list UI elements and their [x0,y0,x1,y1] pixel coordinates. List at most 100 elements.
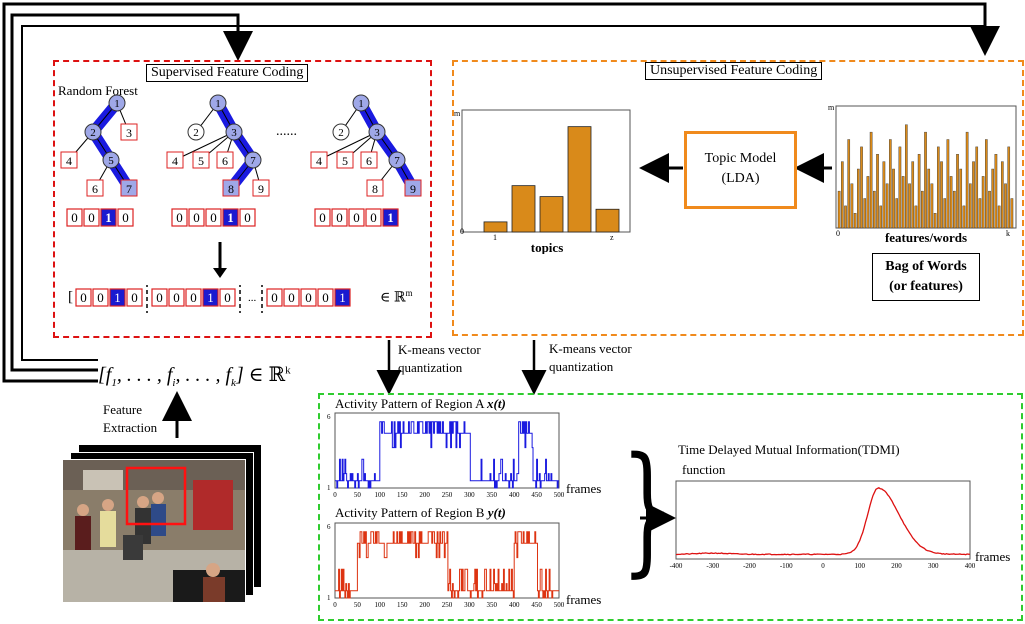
topics-ylabel: m [454,109,461,118]
tree-leaf-label: 4 [172,154,178,168]
activity-b-xlabel: frames [566,592,602,607]
tree-node-label: 2 [90,127,96,139]
activity-a-ytop: 6 [327,413,331,421]
tree-leaf-label: 9 [410,182,416,196]
x-tick-label: 450 [531,491,542,499]
x-tick-label: 200 [419,601,430,609]
feature-bar [1010,198,1014,229]
activity-a-xlabel: frames [566,481,602,496]
tree-leaf-label: 8 [228,182,234,196]
tree-node [332,123,350,141]
series-line [335,421,559,489]
tree-leaf-label: 9 [258,182,264,196]
concat-bit-label: 0 [97,290,104,305]
concat-bit-label: 0 [131,290,138,305]
feature-extraction-line1: Feature [103,402,142,417]
activity-b-ybot: 1 [327,594,331,602]
brace: } [620,428,675,591]
feature-bar [860,146,863,229]
code-bit-label: 0 [88,210,95,225]
topics-tick-0: 0 [460,227,464,236]
topic-bar [483,221,508,233]
supervised-title: Supervised Feature Coding [146,64,309,82]
code-bit [100,208,117,227]
feature-bar [869,131,873,229]
tree-leaf [216,151,234,169]
tree-dots: ...... [276,124,297,139]
concat-bit [219,288,236,307]
tree-leaf [120,179,138,197]
x-tick-label: 350 [487,601,498,609]
tree-node [225,123,243,141]
x-tick-label: 150 [397,601,408,609]
concat-code-vector: [ [68,289,73,306]
tree-node-label: 7 [394,155,400,167]
code-bit-label: 0 [71,210,78,225]
roi-rectangle [125,466,187,526]
feature-bar [908,183,911,229]
tree-node-label: 3 [231,127,237,139]
code-bit-label: 1 [227,210,234,225]
tdmi-chart: -400 -300 -200 -100 0 100 200 300 400 [670,480,976,570]
x-tick-label: 450 [531,601,542,609]
concat-bit-label: 0 [322,290,329,305]
feature-bar [892,168,895,229]
x-tick-label: 300 [464,491,475,499]
x-tick-label: -100 [780,562,793,570]
x-tick-label: 100 [375,601,386,609]
tree-node-label: 2 [193,127,199,139]
concat-bit-label: 0 [288,290,295,305]
x-tick-label: 250 [442,601,453,609]
feature-bar [962,205,966,229]
feature-bar [895,198,899,229]
x-tick-label: 500 [554,601,565,609]
feature-extraction-line2: Extraction [103,420,158,435]
activity-a-title-text: Activity Pattern of Region A [335,396,484,411]
concat-bit-label: 0 [173,290,180,305]
concat-bit [168,288,185,307]
code-bit-label: 0 [319,210,326,225]
feature-bar [879,205,883,229]
topics-axis-label: topics [531,240,564,254]
tree-node-label: 1 [358,98,364,110]
feature-bar [972,161,975,229]
code-bit [66,208,83,227]
topic-bar [595,208,620,233]
feature-bar [920,190,924,229]
features-tick-0: 0 [836,229,840,238]
tree-leaf [360,151,378,169]
feature-bar [1004,183,1007,229]
feature-bar [949,176,953,229]
topic-model-line1: Topic Model [704,151,777,166]
topic-bar [539,196,564,233]
feedback-line-inner2 [21,25,985,361]
feature-bar [837,190,841,229]
feature-bar [917,154,921,229]
tree-node [388,151,406,169]
feature-bar [946,139,950,229]
feature-bar [943,198,947,229]
code-bit-label: 0 [176,210,183,225]
concat-bit [283,288,300,307]
code-bit [188,208,205,227]
tree-node-label: 7 [250,155,256,167]
feature-bar [847,139,851,229]
tdmi-title-line2: function [682,462,726,477]
code-bit-label: 1 [387,210,394,225]
tree-leaf-label: 6 [92,182,98,196]
x-tick-label: 0 [333,491,337,499]
activity-b-title-text: Activity Pattern of Region B [335,505,485,520]
feature-bar [968,183,972,229]
code-bit [365,208,382,227]
feature-bar [853,213,857,229]
x-tick-label: -300 [706,562,719,570]
code-bit [314,208,331,227]
tree-node-label: 2 [338,127,344,139]
surveillance-scene [63,460,245,602]
x-tick-label: 50 [354,601,362,609]
tree-leaf [222,179,240,197]
concat-bit [202,288,219,307]
x-tick-label: 0 [821,562,825,570]
